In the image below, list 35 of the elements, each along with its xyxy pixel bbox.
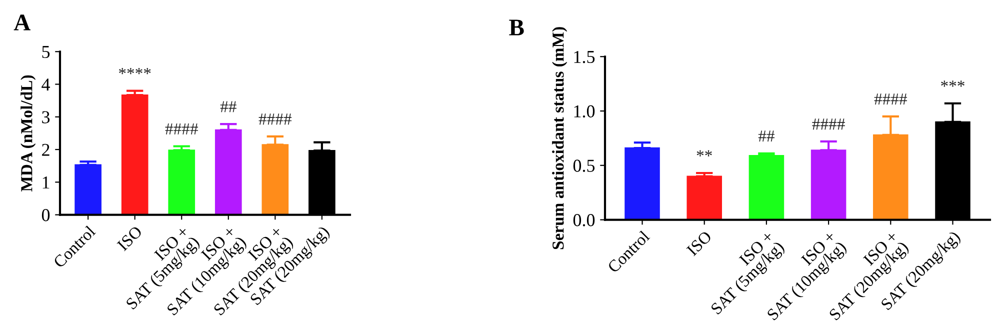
annotation: #### [874, 94, 908, 105]
bar [262, 144, 289, 215]
bar [74, 164, 102, 215]
y-tick-label: 2 [42, 144, 50, 156]
bar [873, 134, 908, 220]
chart-title: B [509, 20, 524, 36]
annotation: **** [118, 68, 151, 74]
bar [810, 150, 846, 220]
bar [624, 147, 660, 220]
y-axis-title: Serum antioxidant status (mM) [552, 27, 568, 250]
bar [686, 176, 722, 220]
y-tick-label: 0.5 [573, 160, 595, 172]
annotation: *** [941, 80, 964, 87]
y-tick-label: 1.5 [574, 50, 595, 64]
annotation: ** [696, 150, 712, 156]
y-tick-label: 1 [42, 176, 50, 188]
x-tick-label: ISO [116, 225, 143, 252]
bar [748, 155, 784, 220]
annotation: ## [758, 130, 774, 142]
annotation: #### [258, 114, 292, 125]
y-tick-label: 0.0 [573, 214, 595, 226]
annotation: #### [165, 123, 198, 134]
chart-title: A [14, 14, 30, 30]
bar [168, 150, 196, 215]
y-tick-label: 0 [42, 209, 50, 222]
y-tick-label: 5 [42, 46, 50, 58]
x-tick-label: ISO [686, 230, 712, 256]
annotation: #### [812, 118, 845, 130]
y-tick-label: 3 [42, 111, 50, 124]
bar [121, 94, 148, 215]
y-axis-title: MDA (nMol/dL) [20, 75, 36, 192]
y-tick-label: 4 [42, 78, 50, 91]
bar [214, 129, 242, 215]
y-tick-label: 1.0 [574, 105, 595, 118]
annotation: ## [220, 101, 236, 112]
